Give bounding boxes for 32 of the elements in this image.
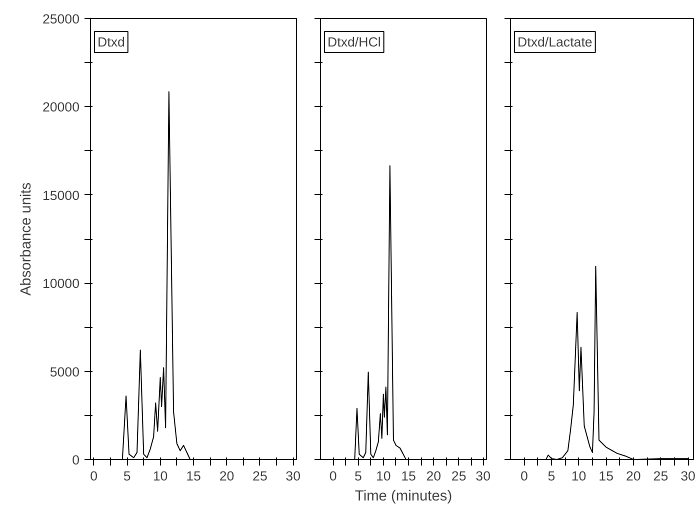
y-axis-title: Absorbance units (18, 182, 34, 296)
x-tick-label: 0 (90, 468, 98, 484)
x-tick-label: 10 (571, 468, 586, 484)
y-tick-label: 10000 (42, 276, 80, 292)
x-tick-label: 25 (252, 468, 268, 484)
y-tick-label: 15000 (42, 188, 80, 203)
x-tick-label: 20 (426, 468, 442, 484)
x-tick-label: 5 (548, 468, 556, 484)
y-tick-label: 0 (72, 452, 80, 468)
x-tick-label: 0 (520, 468, 528, 484)
x-tick-label: 5 (354, 468, 362, 484)
x-tick-label: 30 (476, 468, 491, 484)
x-axis-title: Time (minutes) (354, 488, 452, 504)
x-tick-label: 10 (376, 468, 391, 484)
x-tick-label: 20 (219, 468, 234, 484)
x-tick-label: 30 (680, 468, 696, 484)
x-tick-label: 10 (152, 468, 168, 484)
x-tick-label: 15 (401, 468, 416, 484)
annotation: Dtxd (98, 34, 125, 50)
x-tick-label: 25 (653, 468, 668, 484)
x-tick-label: 25 (451, 468, 466, 484)
y-tick-label: 25000 (42, 12, 80, 26)
y-tick-label: 5000 (50, 364, 80, 380)
x-tick-label: 5 (123, 468, 131, 484)
x-tick-label: 30 (286, 468, 301, 484)
x-tick-label: 15 (186, 468, 201, 484)
x-tick-label: 15 (598, 468, 614, 484)
x-tick-label: 0 (329, 468, 337, 484)
x-tick-label: 20 (626, 468, 641, 484)
y-tick-label: 20000 (42, 100, 80, 115)
annotation: Dtxd/HCl (328, 34, 381, 50)
annotation: Dtxd/Lactate (518, 34, 592, 50)
